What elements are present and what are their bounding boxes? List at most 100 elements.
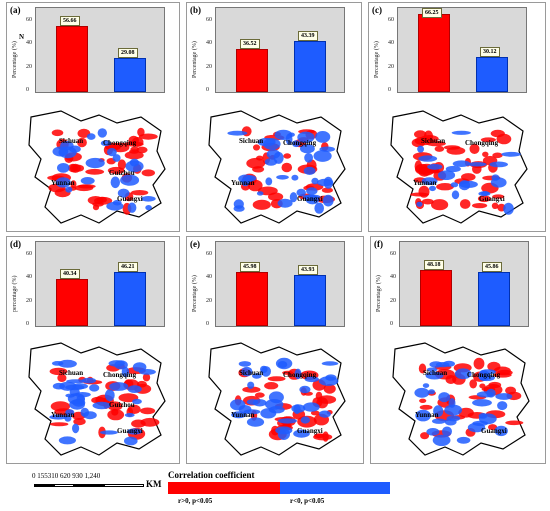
negative-correlation-patch — [72, 398, 86, 407]
negative-correlation-patch — [472, 420, 489, 427]
y-tick-label: 40 — [206, 274, 212, 281]
panel-letter: (a) — [10, 5, 21, 15]
negative-correlation-patch — [57, 163, 70, 173]
bar-negative — [294, 274, 326, 326]
bar-positive-value: 66.25 — [422, 8, 442, 18]
negative-correlation-patch — [58, 359, 77, 368]
negative-correlation-patch — [80, 407, 90, 417]
positive-correlation-patch — [107, 166, 125, 175]
positive-correlation-patch — [426, 140, 446, 147]
positive-correlation-patch — [142, 373, 151, 382]
positive-correlation-patch — [51, 129, 64, 137]
panel-letter: (b) — [190, 5, 201, 15]
y-tick-label: 60 — [26, 16, 32, 23]
bar-chart: Percentage (%) 0 20 40 60 66.25 30.12 — [374, 7, 527, 93]
map-panel: (e) Percentage (%) 0 20 40 60 45.98 43.93 Sichua… — [186, 236, 364, 464]
positive-correlation-patch — [421, 198, 434, 205]
negative-correlation-patch — [60, 141, 74, 151]
negative-correlation-patch — [112, 154, 121, 162]
positive-correlation-patch — [138, 133, 158, 140]
positive-correlation-patch — [323, 383, 336, 394]
negative-correlation-patch — [276, 175, 289, 180]
negative-correlation-patch — [86, 133, 96, 140]
province-label: Guangxi — [479, 195, 505, 203]
negative-correlation-patch — [106, 201, 124, 211]
y-axis-title: percentage (%) — [12, 275, 18, 312]
negative-correlation-patch — [418, 155, 438, 162]
positive-correlation-patch — [246, 157, 266, 169]
negative-correlation-patch — [297, 131, 315, 143]
negative-correlation-patch — [432, 434, 451, 446]
negative-correlation-patch — [306, 187, 318, 195]
negative-correlation-patch — [121, 366, 130, 378]
y-tick-label: 40 — [206, 40, 212, 47]
correlation-map: Sichuan Chongqing Guizhou Yunnan Guangxi — [21, 107, 171, 227]
positive-correlation-patch — [431, 199, 449, 211]
bar-positive — [236, 49, 268, 92]
positive-correlation-patch — [477, 195, 491, 203]
bar-negative-value: 30.12 — [480, 46, 500, 57]
positive-correlation-patch — [70, 180, 77, 188]
positive-correlation-patch — [487, 361, 501, 372]
negative-correlation-patch — [260, 365, 268, 374]
map-panel: (b) Percentage (%) 0 20 40 60 36.52 43.39 Sichua… — [186, 2, 362, 232]
province-label: Guangxi — [297, 427, 323, 435]
negative-correlation-patch — [138, 369, 156, 375]
positive-correlation-patch — [493, 372, 512, 378]
negative-correlation-patch — [427, 163, 443, 170]
negative-correlation-patch — [97, 128, 108, 138]
bar-negative-value: 29.08 — [118, 47, 138, 58]
negative-correlation-patch — [278, 418, 297, 424]
map-svg — [28, 110, 166, 224]
negative-correlation-patch — [489, 161, 508, 168]
negative-correlation-patch — [315, 131, 331, 143]
province-label: Yunnan — [415, 411, 439, 419]
province-label: Guangxi — [481, 427, 507, 435]
negative-correlation-patch — [289, 192, 298, 203]
negative-correlation-patch — [252, 399, 267, 407]
negative-correlation-patch — [478, 413, 488, 419]
positive-correlation-patch — [124, 151, 144, 160]
bar-positive-value: 56.66 — [60, 15, 80, 26]
negative-correlation-patch — [277, 361, 288, 368]
negative-correlation-patch — [126, 428, 143, 435]
bar-positive — [420, 269, 452, 326]
province-label: Sichuan — [421, 137, 446, 145]
positive-correlation-patch — [252, 166, 265, 173]
negative-correlation-patch — [120, 174, 140, 186]
positive-correlation-patch — [77, 137, 87, 148]
negative-correlation-patch — [64, 414, 72, 422]
negative-correlation-patch — [303, 166, 316, 175]
panel-letter: (f) — [374, 239, 383, 249]
scale-segment-3 — [74, 484, 104, 487]
positive-correlation-patch — [418, 166, 431, 177]
y-tick-label: 60 — [206, 250, 212, 257]
negative-correlation-patch — [257, 137, 276, 147]
province-label: Guangxi — [297, 195, 323, 203]
province-label: Guizhou — [109, 169, 135, 177]
positive-correlation-patch — [70, 163, 81, 173]
correlation-map: Sichuan Chongqing Guizhou Yunnan Guangxi — [21, 339, 171, 459]
negative-correlation-patch — [414, 387, 430, 398]
negative-correlation-patch — [422, 383, 430, 388]
bar-negative-value: 45.86 — [482, 262, 502, 273]
bar-negative — [114, 57, 146, 92]
bar-negative — [294, 41, 326, 92]
y-tick-label: 60 — [26, 250, 32, 257]
positive-correlation-patch — [140, 407, 156, 415]
negative-correlation-patch — [472, 399, 492, 407]
bar-chart: Percentage (%) 0 20 40 60 56.66 29.08 — [12, 7, 165, 93]
legend-title: Correlation coefficient — [168, 470, 255, 480]
negative-correlation-patch — [117, 188, 130, 198]
negative-correlation-patch — [425, 371, 444, 380]
y-tick-label: 40 — [388, 40, 394, 47]
y-tick-label: 20 — [206, 297, 212, 304]
positive-correlation-patch — [130, 190, 149, 196]
positive-correlation-patch — [49, 367, 68, 376]
bar-negative-value: 43.93 — [298, 264, 318, 275]
positive-correlation-patch — [488, 381, 502, 389]
negative-correlation-patch — [85, 157, 105, 169]
negative-correlation-patch — [421, 177, 438, 185]
negative-correlation-patch — [124, 413, 135, 418]
legend-negative-swatch — [280, 482, 390, 494]
